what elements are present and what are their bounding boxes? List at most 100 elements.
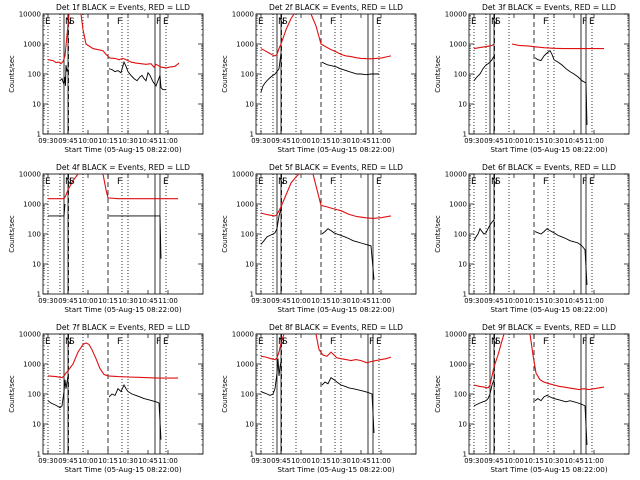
series-line — [260, 208, 282, 245]
y-tick-label: 10 — [458, 101, 467, 109]
plot-area — [260, 174, 392, 294]
x-tick-label: 09:45 — [58, 457, 78, 465]
event-label: E — [45, 17, 51, 27]
event-label: N — [491, 337, 498, 347]
x-tick-label: 11:00 — [584, 297, 604, 305]
series-line — [48, 203, 66, 217]
event-label: S — [69, 17, 75, 27]
chart-title: Det 1f BLACK = Events, RED = LLD — [56, 3, 190, 12]
event-label: E — [258, 337, 264, 347]
series-line — [260, 334, 285, 361]
plot-frame — [468, 333, 630, 455]
x-axis-label: Start Time (05-Aug-15 08:22:00) — [64, 145, 181, 154]
x-tick-label: 10:00 — [78, 457, 98, 465]
series-line — [47, 375, 69, 409]
chart-title: Det 6f BLACK = Events, RED = LLD — [482, 163, 616, 172]
x-tick-label: 10:30 — [331, 297, 351, 305]
y-tick-label: 1 — [250, 291, 254, 299]
x-tick-label: 09:45 — [484, 297, 504, 305]
plot-area — [260, 334, 392, 454]
series-line — [260, 14, 295, 57]
event-label: S — [495, 177, 501, 187]
plot-area — [473, 334, 605, 454]
y-tick-label: 1 — [463, 131, 467, 139]
y-tick-label: 10000 — [232, 171, 254, 179]
event-label: F — [543, 177, 548, 187]
y-tick-label: 1000 — [236, 41, 254, 49]
x-tick-label: 11:00 — [158, 457, 178, 465]
y-tick-label: 1000 — [449, 41, 467, 49]
y-tick-label: 100 — [241, 391, 254, 399]
event-label: E — [589, 17, 595, 27]
y-tick-label: 1000 — [23, 361, 41, 369]
x-tick-label: 09:45 — [271, 137, 291, 145]
chart-title: Det 8f BLACK = Events, RED = LLD — [269, 323, 403, 332]
y-tick-label: 10000 — [445, 171, 467, 179]
event-label: S — [282, 337, 288, 347]
chart-title: Det 5f BLACK = Events, RED = LLD — [269, 163, 403, 172]
x-tick-label: 09:30 — [464, 297, 484, 305]
x-tick-label: 11:00 — [371, 297, 391, 305]
event-label: E — [163, 177, 169, 187]
x-tick-label: 10:30 — [544, 137, 564, 145]
x-tick-label: 10:15 — [311, 137, 331, 145]
y-tick-label: 10000 — [232, 11, 254, 19]
chart-title: Det 2f BLACK = Events, RED = LLD — [269, 3, 403, 12]
plot-area — [47, 14, 180, 134]
y-tick-label: 10 — [458, 261, 467, 269]
y-tick-label: 100 — [454, 231, 467, 239]
x-axis-label: Start Time (05-Aug-15 08:22:00) — [277, 305, 394, 314]
event-label: F — [156, 337, 161, 347]
x-tick-label: 11:00 — [584, 457, 604, 465]
series-line — [473, 55, 495, 81]
x-tick-label: 10:45 — [564, 137, 584, 145]
event-label: N — [491, 177, 498, 187]
x-tick-label: 10:00 — [78, 137, 98, 145]
plot-frame — [255, 333, 417, 455]
x-axis-label: Start Time (05-Aug-15 08:22:00) — [277, 465, 394, 474]
x-axis-label: Start Time (05-Aug-15 08:22:00) — [490, 145, 607, 154]
chart-panel-7: Det 7f BLACK = Events, RED = LLD 1 10 100 10… — [8, 323, 204, 474]
y-tick-label: 1000 — [236, 201, 254, 209]
chart-panel-3: Det 3f BLACK = Events, RED = LLD 1 10 100 10… — [434, 3, 630, 154]
y-tick-label: 10000 — [445, 331, 467, 339]
chart-panel-8: Det 8f BLACK = Events, RED = LLD 1 10 100 10… — [221, 323, 417, 474]
y-tick-label: 1 — [463, 291, 467, 299]
x-tick-label: 09:45 — [271, 457, 291, 465]
x-tick-label: 09:30 — [251, 137, 271, 145]
event-label: S — [282, 177, 288, 187]
x-tick-label: 10:45 — [351, 297, 371, 305]
event-label: E — [163, 17, 169, 27]
y-axis-label: Counts/sec — [434, 375, 442, 413]
event-label: E — [376, 177, 382, 187]
event-label: N — [278, 177, 285, 187]
event-label: E — [589, 337, 595, 347]
y-tick-label: 10000 — [19, 171, 41, 179]
y-tick-label: 100 — [28, 231, 41, 239]
x-tick-label: 10:15 — [311, 457, 331, 465]
x-tick-label: 10:45 — [138, 457, 158, 465]
plot-frame — [468, 13, 630, 135]
y-tick-label: 100 — [454, 391, 467, 399]
x-tick-label: 10:30 — [331, 457, 351, 465]
chart-panel-2: Det 2f BLACK = Events, RED = LLD 1 10 100 10… — [221, 3, 417, 154]
y-axis-label: Counts/sec — [434, 215, 442, 253]
x-tick-label: 10:15 — [98, 457, 118, 465]
series-line — [473, 219, 495, 241]
y-tick-label: 10 — [32, 261, 41, 269]
chart-panel-6: Det 6f BLACK = Events, RED = LLD 1 10 100 10… — [434, 163, 630, 314]
plot-area — [473, 14, 604, 134]
event-label: F — [369, 337, 374, 347]
series-line — [315, 334, 392, 364]
series-line — [47, 14, 70, 65]
x-tick-label: 10:30 — [118, 297, 138, 305]
y-axis-label: Counts/sec — [8, 215, 16, 253]
chart-title: Det 9f BLACK = Events, RED = LLD — [482, 323, 616, 332]
event-label: S — [495, 17, 501, 27]
series-line — [109, 215, 162, 259]
plot-frame — [468, 173, 630, 295]
event-label: S — [282, 17, 288, 27]
event-label: F — [582, 337, 587, 347]
series-line — [534, 228, 588, 286]
